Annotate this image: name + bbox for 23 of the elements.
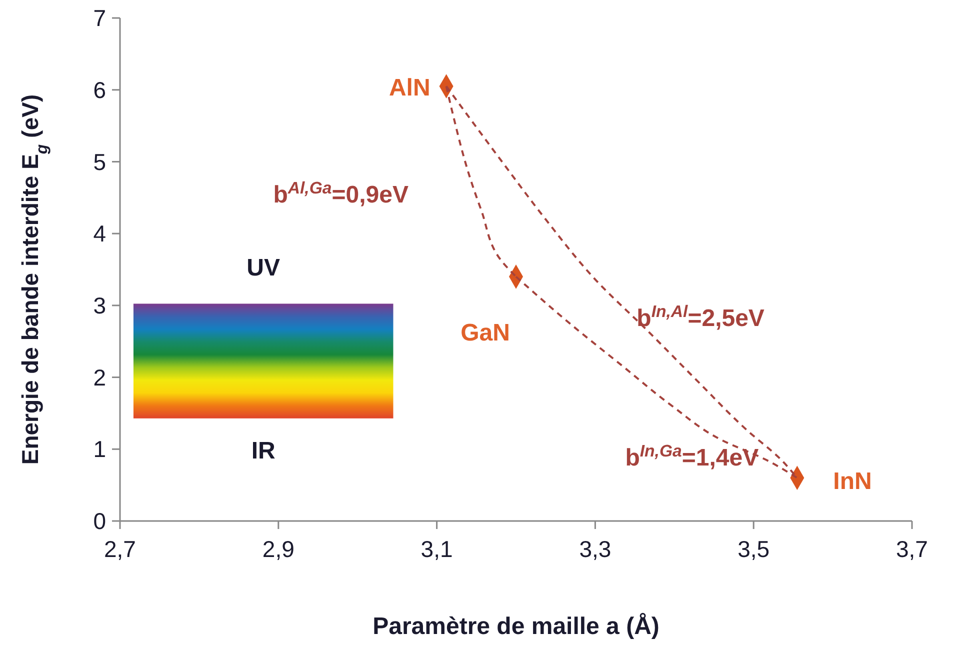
y-tick-label: 4 bbox=[93, 220, 106, 247]
y-tick-label: 5 bbox=[93, 148, 106, 175]
y-tick-label: 1 bbox=[93, 436, 106, 462]
annotation: AlN bbox=[388, 74, 430, 102]
y-tick-label: 2 bbox=[93, 364, 106, 390]
annotation: IR bbox=[251, 437, 276, 464]
x-axis-title: Paramètre de maille a (Å) bbox=[372, 612, 660, 640]
x-tick-label: 3,7 bbox=[896, 536, 928, 562]
y-tick-label: 3 bbox=[93, 292, 106, 318]
x-tick-label: 2,9 bbox=[262, 536, 294, 562]
annotation: UV bbox=[246, 254, 280, 282]
x-tick-label: 2,7 bbox=[104, 536, 136, 562]
annotation: b$^{Al,Ga}$=0,9eV bbox=[273, 178, 408, 208]
y-tick-label: 6 bbox=[93, 76, 106, 103]
annotation: b$^{In,Al}$=2,5eV bbox=[636, 301, 764, 332]
y-tick-label: 7 bbox=[93, 5, 106, 32]
x-tick-label: 3,5 bbox=[738, 536, 770, 562]
y-tick-label: 0 bbox=[93, 508, 106, 534]
annotation: GaN bbox=[460, 320, 510, 347]
annotation: InN bbox=[833, 468, 872, 495]
annotation: b$^{In,Ga}$=1,4eV bbox=[625, 440, 759, 472]
x-tick-label: 3,3 bbox=[579, 536, 612, 562]
x-tick-label: 3,1 bbox=[420, 536, 453, 562]
